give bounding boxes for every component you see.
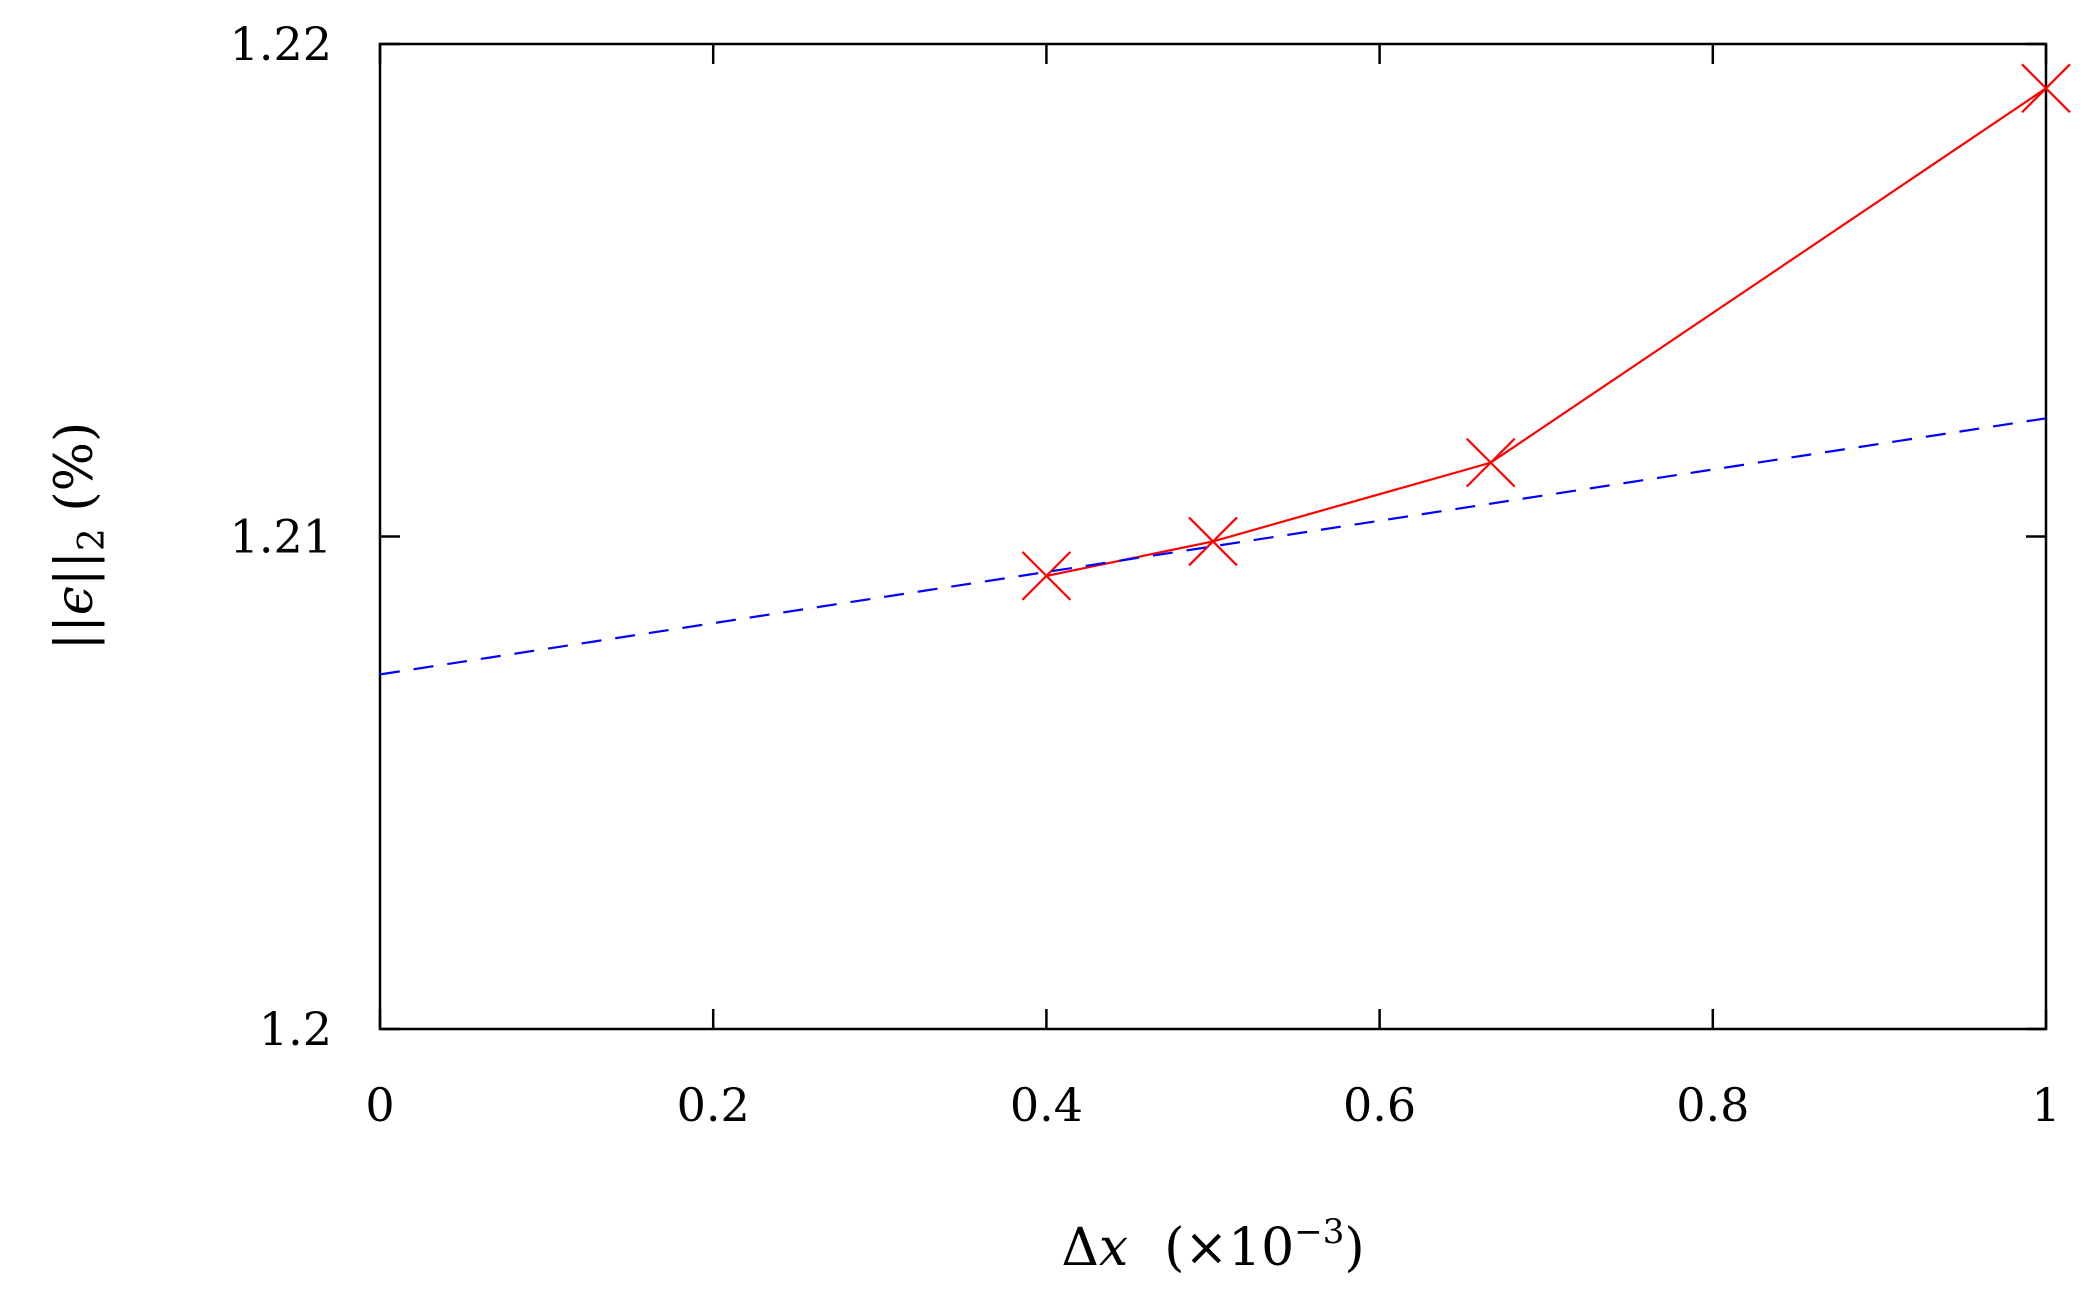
y-axis-var: ϵ — [45, 586, 105, 615]
y-axis-label: ||ϵ||2 (%) — [45, 422, 113, 651]
data-point-marker — [1188, 516, 1238, 567]
series-line-1 — [379, 417, 2047, 676]
series-line-0 — [1046, 87, 2047, 577]
y-tick-label: 1.2 — [259, 1002, 332, 1056]
data-point-marker — [1465, 437, 1516, 488]
data-point-marker — [1021, 551, 1072, 601]
plot-frame — [378, 42, 2048, 1031]
x-axis-var: x — [1099, 1218, 1128, 1278]
y-axis-sub: 2 — [72, 528, 113, 551]
y-tick-label: 1.21 — [230, 510, 332, 564]
x-tick-label: 0.6 — [1343, 1078, 1416, 1132]
x-tick-label: 0.2 — [677, 1078, 750, 1132]
x-tick-label: 0.8 — [1676, 1078, 1749, 1132]
tick-labels: 0 0.2 0.4 0.6 0.8 1 1.2 1.21 1.22 — [230, 17, 2061, 1132]
data-point-marker — [2021, 63, 2071, 114]
y-axis-open: || — [45, 615, 105, 650]
y-axis-unit: (%) — [45, 422, 105, 529]
y-tick-label: 1.22 — [230, 17, 332, 71]
x-axis-label: Δx (×10−3) — [1061, 1212, 1364, 1278]
x-axis-delta: Δ — [1061, 1218, 1099, 1278]
axis-ticks — [378, 42, 2048, 1031]
x-axis-scale-close: ) — [1344, 1218, 1364, 1278]
x-tick-label: 1 — [2031, 1078, 2060, 1132]
x-tick-label: 0.4 — [1010, 1078, 1083, 1132]
series-group — [379, 63, 2071, 676]
x-tick-label: 0 — [365, 1078, 394, 1132]
y-axis-close: || — [45, 551, 105, 586]
x-axis-scale-exp: −3 — [1294, 1212, 1344, 1252]
x-axis-scale: (×10 — [1164, 1218, 1294, 1278]
